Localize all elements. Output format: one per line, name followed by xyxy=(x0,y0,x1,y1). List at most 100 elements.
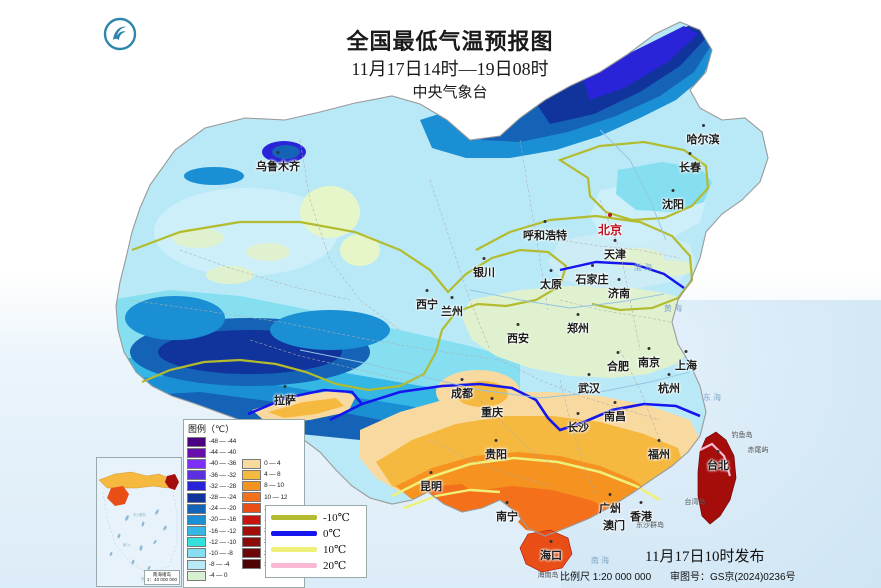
city-label: 西安 xyxy=(507,323,529,346)
city-name: 石家庄 xyxy=(575,274,609,286)
city-marker-dot xyxy=(612,510,616,513)
city-marker-dot xyxy=(657,439,661,442)
legend-row: -48 — -44 xyxy=(187,436,236,447)
city-name: 广州 xyxy=(599,503,621,515)
city-marker-dot xyxy=(647,347,651,350)
city-label: 拉萨 xyxy=(274,385,296,408)
legend-row: -4 — 0 xyxy=(187,570,236,581)
contour-minus10 xyxy=(131,220,568,392)
contour-legend-label: 0℃ xyxy=(323,528,341,541)
city-label: 海口 xyxy=(540,540,562,563)
contour-legend: -10℃ 0℃ 10℃ 20℃ xyxy=(265,505,367,578)
city-label: 南宁 xyxy=(496,501,518,524)
contour-legend-line xyxy=(271,515,317,521)
city-marker-dot xyxy=(616,351,620,354)
legend-row: -8 — -4 xyxy=(187,559,236,570)
city-name: 南京 xyxy=(638,357,660,369)
contour-legend-row: 20℃ xyxy=(271,559,361,572)
legend-row: -12 — -10 xyxy=(187,537,236,548)
leizhou-peninsula xyxy=(518,512,548,532)
city-label: 武汉 xyxy=(578,373,600,396)
city-marker-dot xyxy=(701,124,705,127)
city-label: 南昌 xyxy=(604,401,626,424)
city-marker-dot xyxy=(276,151,280,154)
legend-label: -20 — -16 xyxy=(209,516,237,524)
city-marker-dot xyxy=(429,471,433,474)
page-title: 全国最低气温预报图 xyxy=(346,29,554,54)
city-name: 西宁 xyxy=(416,299,438,311)
contour-legend-line xyxy=(271,562,317,568)
legend-label: 8 — 10 xyxy=(264,482,284,490)
map-scale: 比例尺 1:20 000 000 xyxy=(560,572,652,583)
band-north-m32 xyxy=(582,26,698,100)
island-label: 台湾岛 xyxy=(684,499,706,506)
city-label: 香港 xyxy=(630,501,652,524)
city-name: 贵阳 xyxy=(485,449,507,461)
city-name: 成都 xyxy=(451,388,473,400)
legend-row: 10 — 12 xyxy=(242,492,287,503)
rivers xyxy=(299,129,691,399)
legend-row: -28 — -24 xyxy=(187,492,236,503)
city-name: 西安 xyxy=(507,333,529,345)
legend-row: 8 — 10 xyxy=(242,480,287,491)
city-label: 乌鲁木齐 xyxy=(256,151,300,174)
city-name: 昆明 xyxy=(420,481,442,493)
legend-swatch xyxy=(187,458,206,469)
city-name: 济南 xyxy=(608,288,630,300)
legend-swatch xyxy=(187,481,206,492)
city-marker-dot xyxy=(613,239,617,242)
city-name: 长春 xyxy=(679,162,701,174)
city-name: 海口 xyxy=(540,550,562,562)
city-name: 武汉 xyxy=(578,383,600,395)
legend-title: 图例（℃） xyxy=(188,424,235,434)
city-label: 台北 xyxy=(707,450,729,473)
south-china-sea-inset-map: 中沙群岛 南 沙 曾母暗沙 南海诸岛 1：40 000 000 xyxy=(96,457,182,587)
legend-row: 0 — 4 xyxy=(242,458,287,469)
city-label: 广州 xyxy=(599,493,621,516)
band-ne-inner xyxy=(616,162,712,212)
legend-column-cold: -48 — -44 -44 — -40 -40 — -36 -36 — -32 -32 … xyxy=(187,436,236,581)
legend-label: -8 — -4 xyxy=(209,561,230,569)
city-label: 长春 xyxy=(679,152,701,175)
city-label: 澳门 xyxy=(603,510,625,533)
city-name: 香港 xyxy=(630,511,652,523)
city-name: 郑州 xyxy=(567,323,589,335)
city-name: 拉萨 xyxy=(274,395,296,407)
legend-row: -32 — -28 xyxy=(187,481,236,492)
city-name: 乌鲁木齐 xyxy=(256,161,300,173)
contour-legend-label: 10℃ xyxy=(323,543,347,556)
sea-label: 渤 海 xyxy=(633,263,653,272)
legend-swatch xyxy=(242,492,262,503)
city-name: 上海 xyxy=(675,360,697,372)
legend-swatch xyxy=(187,559,206,570)
city-label: 贵阳 xyxy=(485,439,507,462)
city-marker-dot xyxy=(549,269,553,272)
city-label: 合肥 xyxy=(607,351,629,374)
island-label: 钓鱼岛 xyxy=(731,432,753,439)
legend-label: -28 — -24 xyxy=(209,494,237,502)
svg-text:南 沙: 南 沙 xyxy=(123,542,131,547)
legend-label: 0 — 4 xyxy=(264,460,281,468)
contour-legend-label: -10℃ xyxy=(323,512,350,525)
city-label: 南京 xyxy=(638,347,660,370)
city-marker-dot xyxy=(576,313,580,316)
city-marker-dot xyxy=(667,373,671,376)
city-label: 上海 xyxy=(675,350,697,373)
legend-swatch xyxy=(187,537,206,548)
city-name: 南昌 xyxy=(604,411,626,423)
inset-scale: 南海诸岛 1：40 000 000 xyxy=(143,569,180,585)
city-name: 台北 xyxy=(707,460,729,472)
legend-label: -48 — -44 xyxy=(209,438,237,446)
city-name: 银川 xyxy=(473,267,495,279)
legend-label: -44 — -40 xyxy=(209,449,237,457)
city-label: 成都 xyxy=(451,378,473,401)
city-label: 兰州 xyxy=(441,296,463,319)
city-label: 哈尔滨 xyxy=(687,124,720,147)
contour-zero-tibet xyxy=(247,388,363,416)
legend-swatch xyxy=(187,570,206,581)
city-marker-dot xyxy=(688,152,692,155)
legend-swatch xyxy=(242,469,262,480)
legend-swatch xyxy=(242,514,262,525)
city-marker-dot xyxy=(639,501,643,504)
